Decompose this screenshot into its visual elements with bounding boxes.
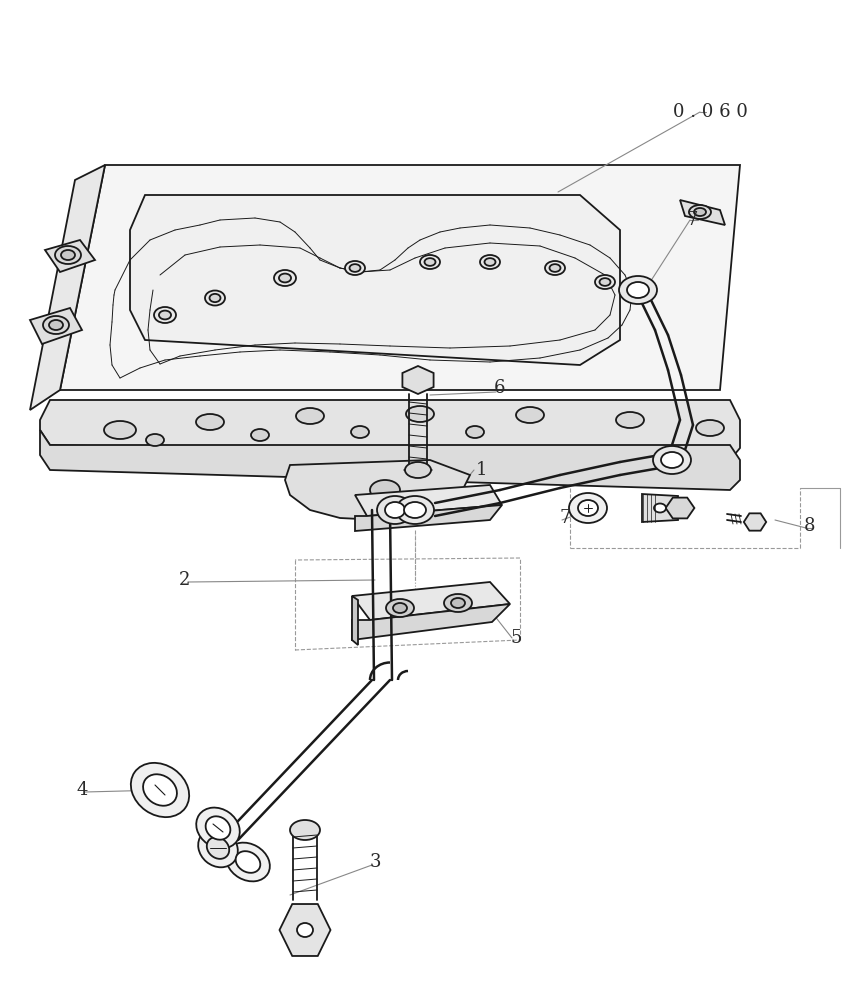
Ellipse shape	[451, 598, 465, 608]
Ellipse shape	[516, 407, 544, 423]
Ellipse shape	[404, 502, 426, 518]
Polygon shape	[352, 596, 358, 645]
Polygon shape	[60, 165, 740, 390]
Ellipse shape	[484, 258, 496, 266]
Text: 5: 5	[510, 629, 521, 647]
Ellipse shape	[235, 851, 260, 873]
Text: 7: 7	[559, 509, 571, 527]
Ellipse shape	[131, 763, 189, 817]
Ellipse shape	[619, 276, 657, 304]
Ellipse shape	[545, 261, 565, 275]
Ellipse shape	[146, 434, 164, 446]
Ellipse shape	[210, 294, 221, 302]
Ellipse shape	[196, 414, 224, 430]
Ellipse shape	[466, 426, 484, 438]
Ellipse shape	[370, 480, 400, 500]
Ellipse shape	[696, 420, 724, 436]
Text: 3: 3	[369, 853, 381, 871]
Ellipse shape	[226, 843, 270, 881]
Ellipse shape	[297, 923, 313, 937]
Polygon shape	[680, 200, 725, 225]
Polygon shape	[30, 308, 82, 344]
Ellipse shape	[396, 496, 434, 524]
Ellipse shape	[661, 452, 683, 468]
Ellipse shape	[43, 316, 69, 334]
Ellipse shape	[578, 500, 598, 516]
Ellipse shape	[480, 255, 500, 269]
Ellipse shape	[199, 829, 238, 867]
Ellipse shape	[377, 496, 413, 524]
Ellipse shape	[393, 603, 407, 613]
Ellipse shape	[425, 258, 436, 266]
Ellipse shape	[274, 270, 296, 286]
Ellipse shape	[385, 502, 405, 518]
Ellipse shape	[627, 282, 649, 298]
Text: 7: 7	[687, 211, 698, 229]
Text: 2: 2	[179, 571, 191, 589]
Polygon shape	[744, 513, 766, 531]
Polygon shape	[40, 430, 740, 490]
Text: 0 . 0 6 0: 0 . 0 6 0	[673, 103, 747, 121]
Ellipse shape	[49, 320, 63, 330]
Ellipse shape	[595, 275, 615, 289]
Text: 1: 1	[476, 461, 488, 479]
Ellipse shape	[569, 493, 607, 523]
Text: 4: 4	[76, 781, 87, 799]
Polygon shape	[642, 494, 678, 522]
Ellipse shape	[386, 599, 414, 617]
Ellipse shape	[154, 307, 176, 323]
Polygon shape	[355, 485, 502, 516]
Polygon shape	[45, 240, 95, 272]
Ellipse shape	[420, 255, 440, 269]
Polygon shape	[30, 165, 105, 410]
Polygon shape	[352, 604, 510, 640]
Ellipse shape	[251, 429, 269, 441]
Ellipse shape	[689, 205, 711, 219]
Ellipse shape	[61, 250, 75, 260]
Ellipse shape	[406, 406, 434, 422]
Polygon shape	[355, 505, 502, 531]
Ellipse shape	[205, 290, 225, 306]
Text: 6: 6	[494, 379, 506, 397]
Ellipse shape	[159, 311, 171, 319]
Polygon shape	[666, 498, 694, 518]
Polygon shape	[285, 460, 470, 520]
Ellipse shape	[694, 208, 706, 216]
Ellipse shape	[104, 421, 136, 439]
Ellipse shape	[279, 274, 291, 282]
Ellipse shape	[653, 446, 691, 474]
Polygon shape	[40, 400, 740, 460]
Ellipse shape	[196, 808, 240, 848]
Ellipse shape	[296, 408, 324, 424]
Ellipse shape	[207, 837, 229, 859]
Ellipse shape	[444, 594, 472, 612]
Ellipse shape	[550, 264, 561, 272]
Polygon shape	[352, 582, 510, 620]
Ellipse shape	[599, 278, 610, 286]
Ellipse shape	[55, 246, 81, 264]
Ellipse shape	[654, 504, 666, 512]
Text: 8: 8	[805, 517, 816, 535]
Polygon shape	[405, 465, 431, 475]
Polygon shape	[130, 195, 620, 365]
Ellipse shape	[349, 264, 360, 272]
Ellipse shape	[405, 462, 431, 478]
Ellipse shape	[616, 412, 644, 428]
Ellipse shape	[205, 816, 230, 840]
Ellipse shape	[345, 261, 365, 275]
Ellipse shape	[290, 820, 320, 840]
Ellipse shape	[143, 774, 177, 806]
Polygon shape	[280, 904, 330, 956]
Polygon shape	[402, 366, 434, 394]
Ellipse shape	[351, 426, 369, 438]
